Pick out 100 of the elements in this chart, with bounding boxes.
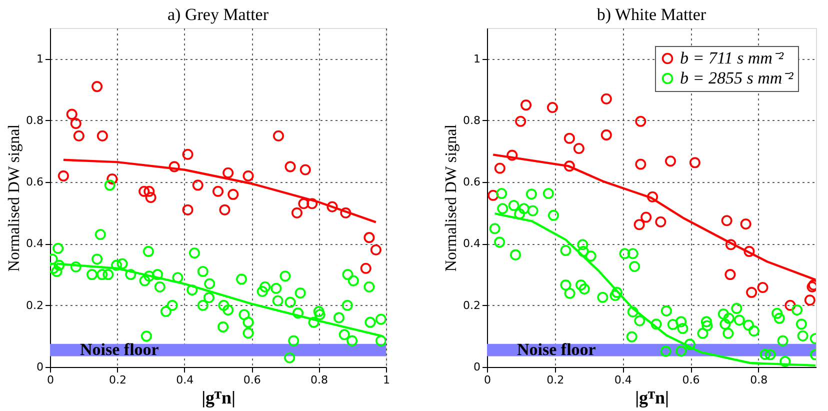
point: [650, 318, 662, 330]
point: [575, 280, 586, 291]
point: [197, 300, 208, 311]
line-series: [62, 158, 378, 224]
point: [342, 300, 353, 311]
point: [260, 281, 271, 292]
point: [564, 132, 575, 144]
point: [627, 248, 638, 260]
point: [771, 308, 783, 319]
point: [760, 348, 771, 360]
chart-title: a) Grey Matter: [167, 5, 269, 24]
point: [288, 335, 300, 346]
point: [348, 275, 359, 286]
point: [51, 266, 62, 277]
point: [102, 269, 114, 280]
point: [218, 300, 230, 311]
point: [635, 116, 646, 127]
point: [577, 239, 588, 250]
point: [560, 280, 572, 291]
point: [510, 249, 521, 260]
point: [294, 288, 306, 299]
point: [142, 246, 154, 257]
point: [506, 150, 518, 161]
point: [748, 325, 760, 336]
point: [526, 188, 537, 200]
point: [340, 207, 352, 218]
band-label: Noise floor: [80, 340, 160, 360]
point: [346, 335, 358, 346]
point: [700, 316, 712, 328]
x-tick-label: 0: [47, 374, 54, 386]
x-tick-label: 0.4: [614, 374, 632, 386]
point: [218, 321, 229, 332]
point: [634, 219, 645, 230]
point: [578, 246, 589, 257]
point: [546, 102, 558, 114]
point: [292, 308, 304, 319]
point: [660, 346, 672, 357]
point: [140, 330, 152, 342]
point: [166, 300, 178, 311]
x-tick-label: 0.4: [176, 374, 194, 386]
point: [182, 148, 194, 160]
point: [635, 158, 646, 170]
point: [203, 292, 214, 304]
point: [494, 162, 506, 174]
point: [66, 108, 78, 120]
point: [242, 316, 254, 328]
point: [52, 242, 64, 254]
point: [718, 308, 729, 320]
point: [197, 266, 208, 277]
point: [370, 244, 382, 256]
point: [689, 157, 700, 168]
point: [145, 192, 156, 203]
point: [676, 345, 687, 356]
point: [54, 260, 65, 271]
point: [139, 275, 150, 286]
point: [629, 261, 640, 272]
point: [600, 129, 612, 140]
legend-label: b = 2855 s mm⁻²: [680, 68, 794, 88]
y-tick-label: 0.2: [26, 298, 44, 312]
point: [70, 118, 82, 130]
point: [364, 232, 375, 244]
point: [272, 130, 284, 142]
x-tick-label: 0: [484, 374, 491, 386]
point: [508, 200, 520, 212]
point: [375, 314, 386, 325]
point: [740, 218, 752, 230]
point: [364, 316, 376, 328]
point: [655, 216, 666, 228]
point: [764, 349, 776, 360]
point: [742, 320, 754, 331]
point: [70, 261, 82, 272]
point: [600, 93, 612, 104]
point: [611, 286, 622, 298]
point: [515, 116, 526, 127]
point: [721, 215, 732, 226]
point: [724, 269, 736, 280]
x-tick-label: 0.8: [310, 374, 328, 386]
y-tick-label: 1: [36, 52, 44, 66]
point: [160, 306, 172, 318]
point: [92, 81, 103, 92]
point: [514, 208, 526, 220]
point: [96, 130, 108, 142]
point: [306, 198, 318, 210]
point: [238, 309, 250, 320]
y-tick-label: 1: [474, 52, 480, 66]
x-tick-label: 0.2: [546, 374, 564, 386]
point: [342, 269, 354, 280]
point: [144, 186, 155, 197]
point: [640, 212, 652, 223]
point: [144, 270, 155, 282]
point: [94, 228, 106, 240]
point: [573, 143, 584, 154]
point: [270, 282, 282, 294]
point: [182, 204, 194, 216]
point: [86, 269, 98, 280]
point: [96, 269, 108, 280]
point: [720, 318, 731, 330]
point: [494, 236, 506, 248]
point: [626, 331, 638, 342]
point: [578, 284, 590, 295]
